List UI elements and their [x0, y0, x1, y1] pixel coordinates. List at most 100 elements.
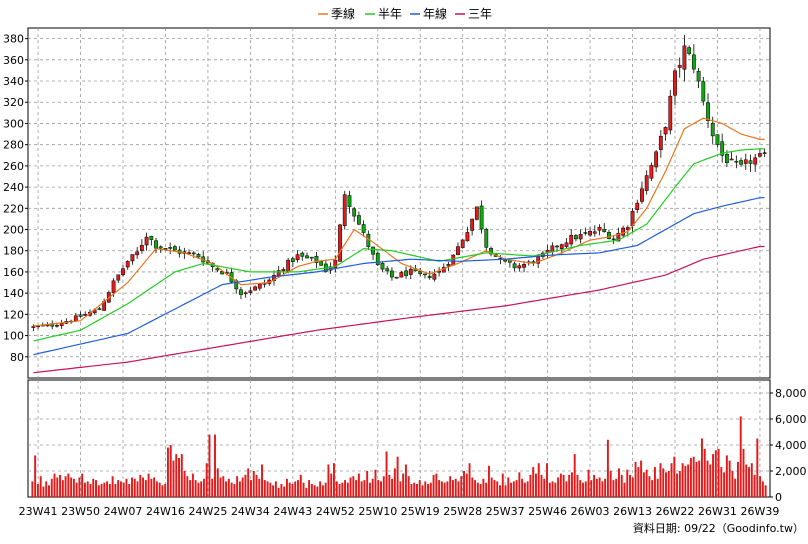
- candle-body-96: [484, 228, 489, 248]
- volume-bar-59: [194, 480, 197, 497]
- candle-body-26: [154, 240, 158, 249]
- volume-bar-134: [402, 473, 405, 497]
- candle-91: [460, 239, 465, 249]
- volume-bar-80: [252, 471, 255, 497]
- volume-bar-249: [720, 467, 723, 497]
- volume-bar-215: [626, 469, 629, 497]
- volume-bar-149: [443, 482, 446, 497]
- volume-bar-117: [355, 480, 358, 497]
- volume-bar-42: [147, 473, 150, 497]
- candle-21: [130, 254, 135, 265]
- volume-bar-247: [714, 450, 717, 497]
- candle-body-136: [673, 70, 677, 96]
- volume-bar-38: [136, 481, 139, 497]
- price-frame: [27, 27, 771, 379]
- candle-body-154: [758, 153, 762, 157]
- candle-129: [640, 181, 644, 205]
- volume-bar-51: [172, 460, 175, 497]
- volume-bar-103: [316, 486, 319, 497]
- volume-bar-242: [701, 438, 703, 497]
- x-tick-label-4: 24W25: [188, 505, 227, 518]
- volume-bar-49: [166, 447, 169, 497]
- candle-22: [135, 247, 140, 259]
- volume-bar-239: [692, 456, 695, 497]
- candle-body-0: [31, 326, 36, 328]
- volume-bar-100: [308, 480, 311, 497]
- legend: 季線 半年 年線 三年: [318, 6, 492, 21]
- candle-body-134: [663, 127, 668, 135]
- volume-bar-217: [631, 477, 634, 497]
- volume-bar-73: [233, 484, 236, 497]
- candle-body-147: [724, 154, 729, 163]
- ma-line-3: [33, 245, 765, 374]
- volume-bar-140: [418, 480, 421, 497]
- candle-30: [172, 244, 177, 251]
- candle-body-143: [706, 102, 710, 121]
- volume-bar-1: [34, 455, 37, 497]
- volume-bar-228: [662, 468, 665, 497]
- volume-bar-69: [222, 476, 225, 497]
- volume-bar-206: [601, 481, 604, 497]
- volume-panel: 0 2,000 4,000 6,000 8,000: [27, 379, 807, 504]
- volume-bar-86: [269, 482, 272, 497]
- volume-bar-179: [526, 481, 529, 497]
- candle-18: [116, 274, 121, 284]
- legend-label-2: 年線: [423, 6, 447, 21]
- x-tick-label-14: 26W13: [613, 505, 652, 518]
- volume-bar-122: [368, 482, 371, 497]
- volume-bar-121: [366, 471, 369, 497]
- volume-bar-89: [277, 487, 280, 497]
- x-axis: 23W41 23W50 24W07 24W16 24W25 24W34 24W43 24W52…: [19, 505, 780, 518]
- volume-bar-248: [717, 448, 720, 497]
- candle-body-132: [654, 151, 659, 168]
- candle-120: [597, 224, 602, 236]
- volume-bar-131: [393, 468, 396, 497]
- candle-body-148: [729, 158, 734, 161]
- volume-bar-23: [95, 480, 97, 497]
- volume-bar-8: [53, 473, 56, 497]
- candle-body-27: [158, 246, 163, 249]
- volume-bar-4: [42, 486, 45, 497]
- volume-bar-171: [504, 485, 507, 497]
- candle-150: [739, 157, 743, 167]
- volume-bar-57: [189, 480, 192, 497]
- candle-95: [479, 200, 484, 234]
- volume-bar-54: [180, 454, 183, 497]
- candle-body-124: [616, 232, 621, 242]
- volume-bar-227: [659, 463, 662, 497]
- volume-bar-31: [117, 480, 120, 497]
- volume-bar-252: [728, 460, 731, 497]
- candle-44: [239, 287, 243, 300]
- candle-19: [121, 265, 125, 277]
- candle-122: [607, 229, 611, 240]
- candle-body-104: [522, 264, 526, 268]
- volume-bar-172: [507, 477, 510, 497]
- candle-102: [512, 261, 517, 272]
- volume-bar-201: [587, 469, 590, 497]
- volume-bar-36: [131, 477, 133, 497]
- volume-bar-196: [573, 454, 576, 497]
- candle-60: [314, 252, 319, 269]
- candle-body-34: [191, 252, 196, 255]
- volume-bar-213: [620, 474, 623, 497]
- candle-body-115: [574, 235, 578, 240]
- volume-bar-10: [59, 474, 62, 497]
- candle-body-6: [59, 322, 64, 326]
- candle-body-129: [640, 188, 644, 202]
- x-tick-label-7: 24W52: [316, 505, 355, 518]
- volume-bar-176: [518, 472, 521, 497]
- x-tick-label-16: 26W31: [698, 505, 737, 518]
- x-tick-label-10: 25W28: [443, 505, 482, 518]
- candle-body-75: [385, 268, 390, 272]
- candle-body-17: [111, 280, 116, 293]
- candle-151: [743, 153, 748, 170]
- volume-bar-221: [642, 472, 645, 497]
- volume-bar-3: [39, 476, 42, 497]
- volume-ytick-label-1: 2,000: [775, 465, 807, 478]
- candle-body-118: [588, 231, 592, 236]
- volume-bar-245: [709, 464, 712, 497]
- volume-bar-29: [111, 476, 114, 497]
- volume-bar-187: [548, 482, 551, 497]
- candle-body-28: [163, 248, 168, 250]
- volume-bar-43: [150, 478, 153, 497]
